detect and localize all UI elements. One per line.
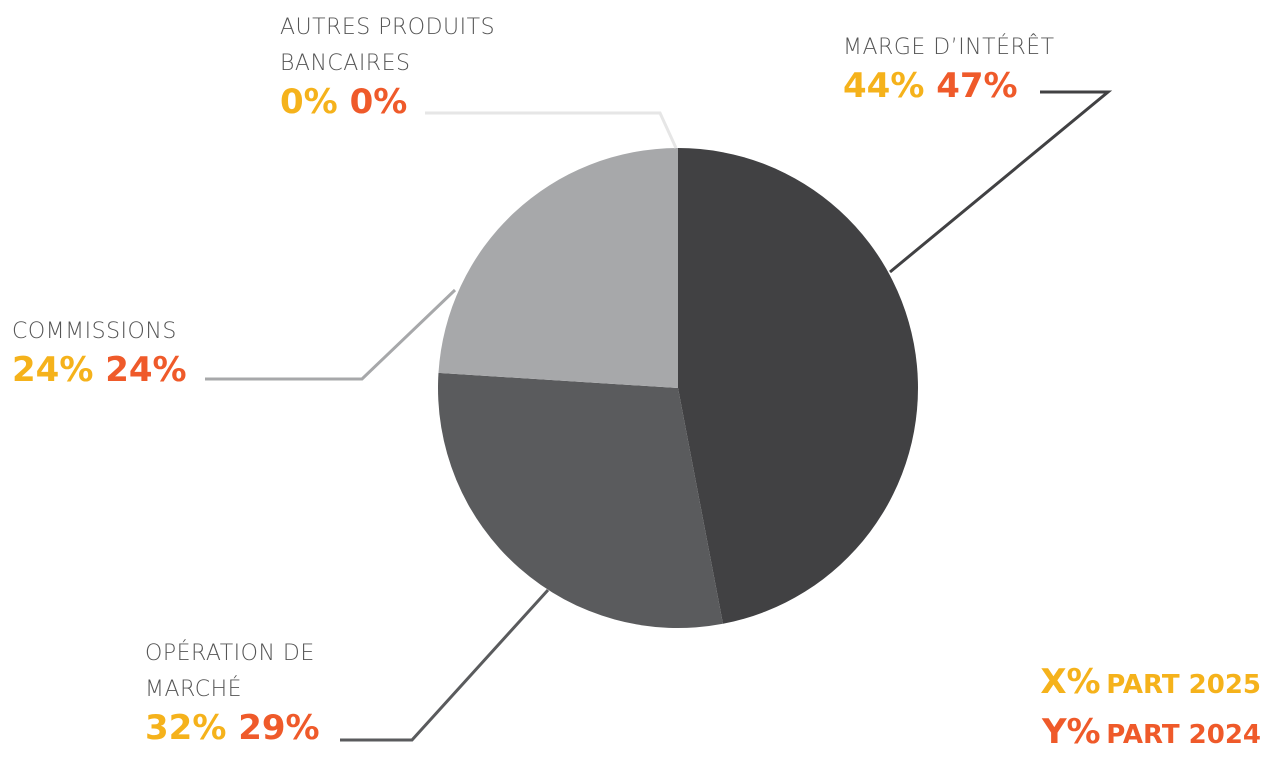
leader-line [425,111,678,149]
category-name: AUTRES PRODUITS BANCAIRES [280,15,496,76]
value-label: 0% [349,82,408,122]
slice-values: 44% 47% [843,66,1143,106]
leader-line [205,288,457,381]
pie-slice [438,372,723,629]
category-name: OPÉRATION DE MARCHÉ [145,641,315,702]
value-label: 29% [238,708,320,748]
value-label: 24% [105,350,187,390]
category-name: MARGE D’INTÉRÊT [843,35,1055,60]
pie-slice [438,147,678,388]
slice-label: OPÉRATION DE MARCHÉ 32% 29% [145,636,360,748]
slice-label: MARGE D’INTÉRÊT 44% 47% [843,30,1143,106]
value-label: 44% [843,66,925,106]
value-label: 47% [936,66,1018,106]
slice-values: 24% 24% [12,350,312,390]
legend-symbol: Y% [1041,712,1101,752]
legend-entry: Y% PART 2024 [1042,712,1261,752]
slice-values: 32% 29% [145,708,360,748]
value-label: 0% [280,82,338,122]
legend-symbol: X% [1040,662,1101,702]
legend-name: PART 2025 [1106,670,1261,700]
slice-values: 0% 0% [280,82,555,122]
legend-entry: X% PART 2025 [1040,662,1261,702]
value-label: 24% [12,350,94,390]
slice-label: COMMISSIONS 24% 24% [12,314,312,390]
pie-slice [678,148,919,624]
leader-line [889,90,1113,274]
slice-label: AUTRES PRODUITS BANCAIRES 0% 0% [280,10,555,122]
legend-name: PART 2024 [1106,720,1261,750]
value-label: 32% [145,708,227,748]
leader-line [340,588,550,742]
category-name: COMMISSIONS [12,319,177,344]
